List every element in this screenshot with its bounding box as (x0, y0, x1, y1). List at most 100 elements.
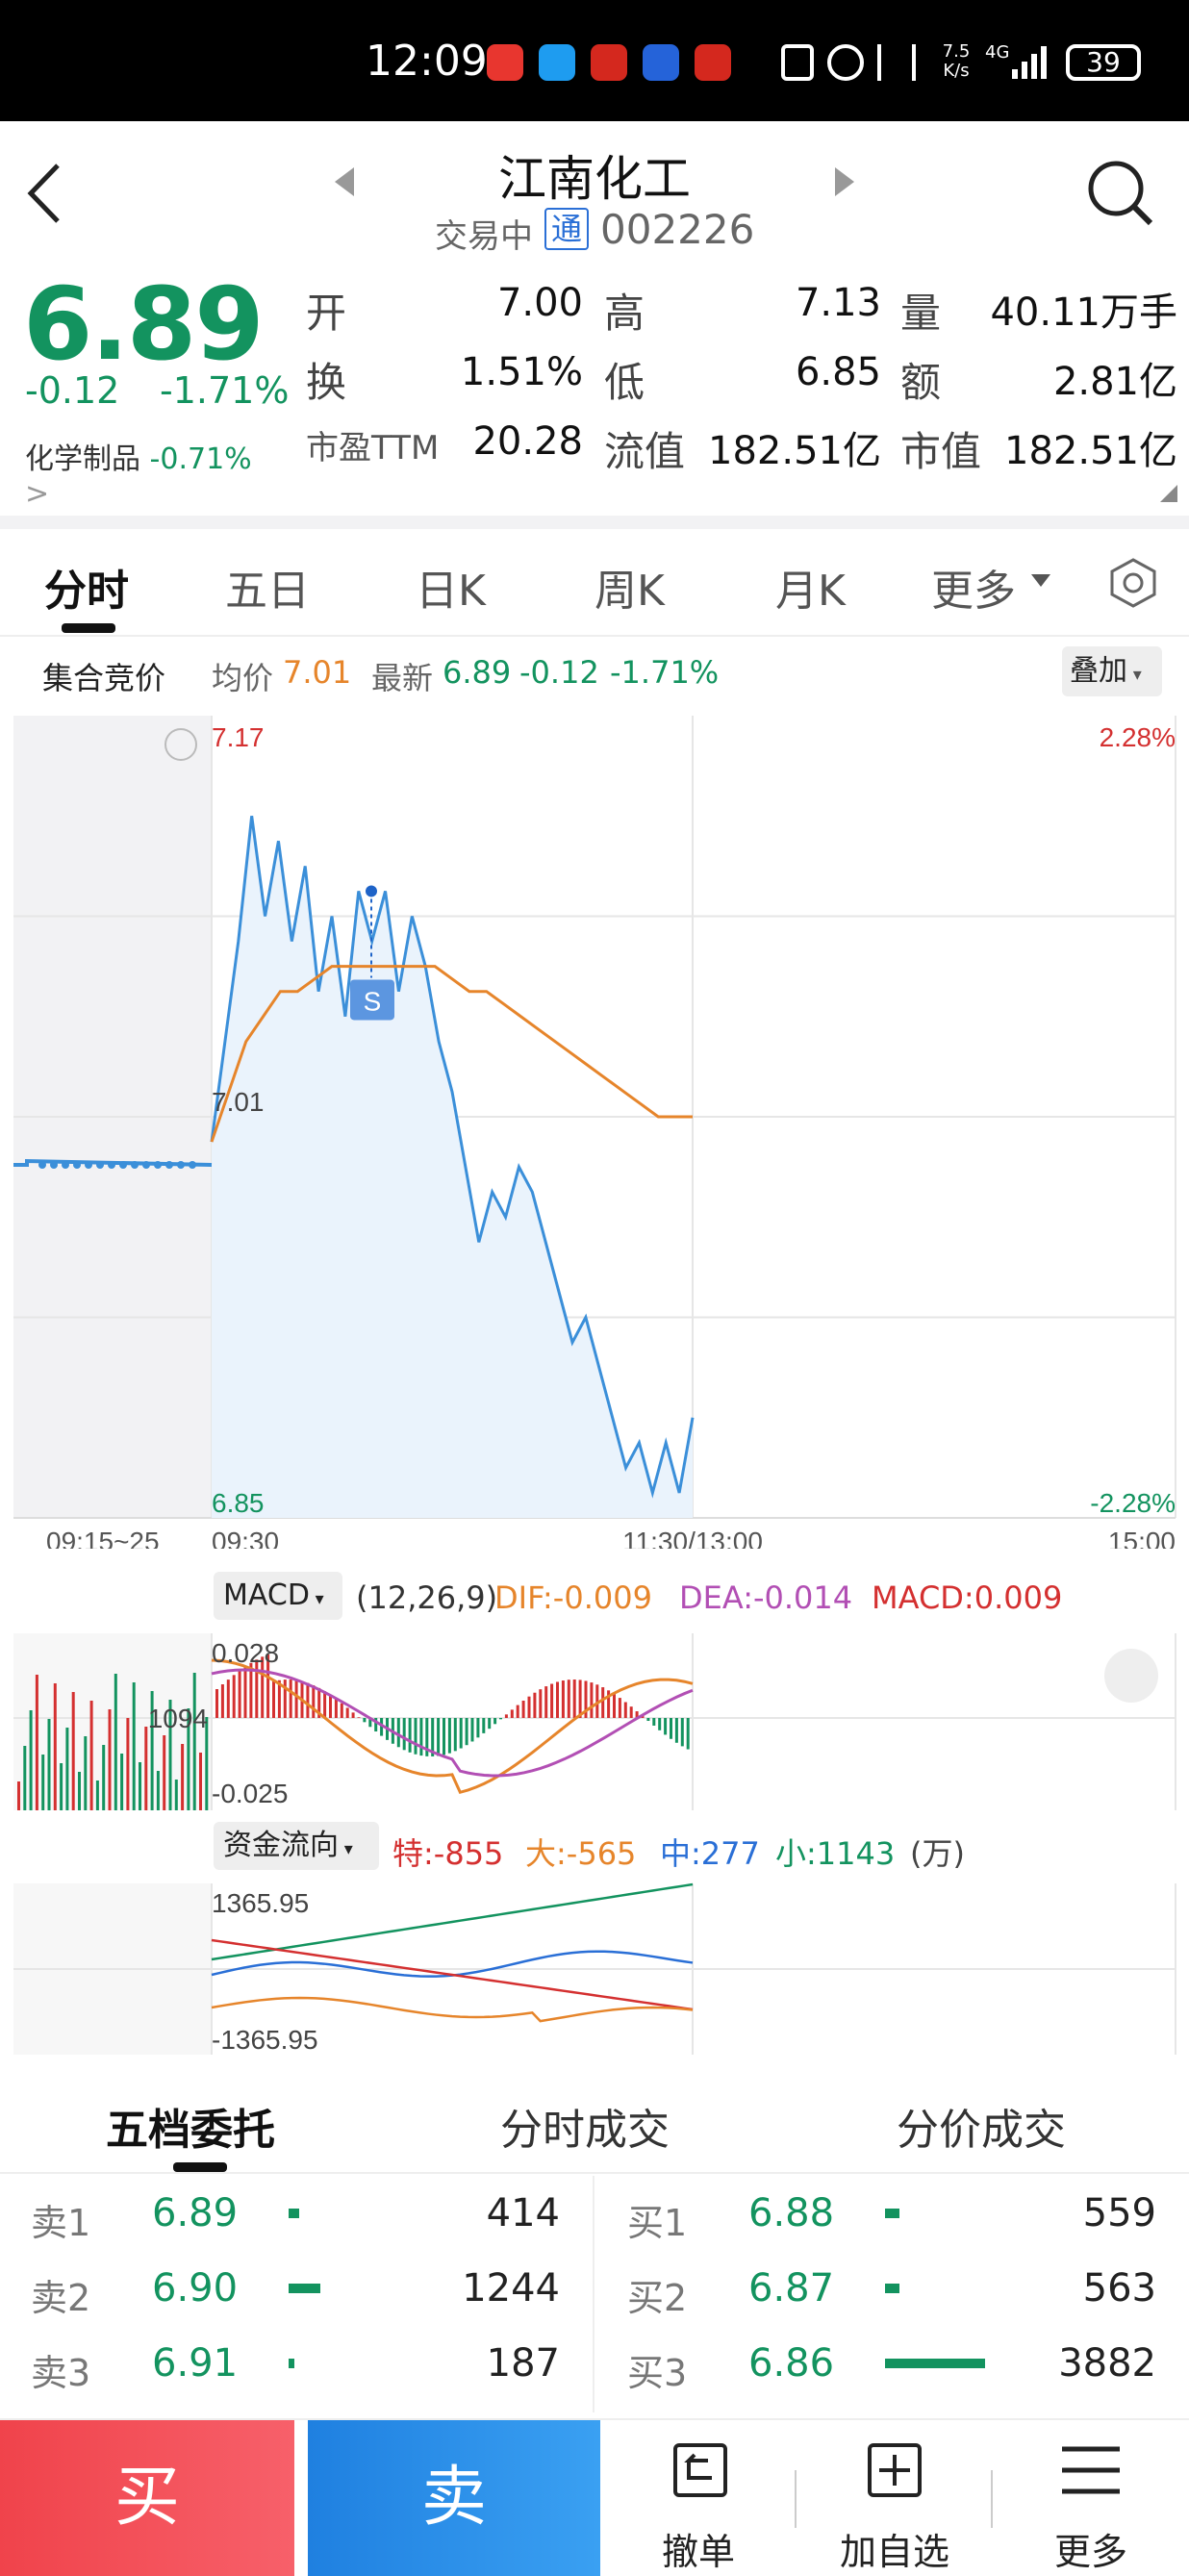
macd-bar (652, 1718, 656, 1726)
turnover-label: 换 (306, 359, 347, 406)
prev-stock-icon[interactable] (333, 165, 356, 198)
tab-five-level[interactable]: 五档委托 (106, 2106, 275, 2155)
buy-row[interactable]: 买3 6.86 3882 (596, 2336, 1174, 2394)
buy-level-label: 买3 (627, 2352, 688, 2394)
auction-volume-bar (205, 1717, 209, 1810)
high-value: 7.13 (795, 281, 881, 325)
special-flow-line (211, 1938, 694, 2011)
amount-value: 2.81亿 (1052, 360, 1177, 404)
auction-point (131, 1161, 139, 1169)
tab-daily-k[interactable]: 日K (416, 567, 486, 616)
active-tab-indicator (62, 623, 115, 633)
auction-volume-bar (156, 1771, 160, 1810)
macd-bar (272, 1681, 275, 1718)
overlay-button[interactable]: 叠加 ▾ (1062, 646, 1162, 696)
macd-selector[interactable]: MACD ▾ (214, 1572, 342, 1620)
buy-volume-bar (885, 2209, 899, 2218)
auction-volume-bar (53, 1683, 57, 1810)
tab-five-day[interactable]: 五日 (225, 567, 310, 616)
latest-price: 6.89 (443, 654, 512, 691)
action-bar: 买 卖 撤单 加自选 更多 (0, 2418, 1189, 2576)
sell-row[interactable]: 卖2 6.90 1244 (0, 2260, 577, 2319)
tab-intraday[interactable]: 分时 (44, 567, 129, 616)
tab-more[interactable]: 更多 (931, 567, 1016, 616)
next-stock-icon[interactable] (833, 165, 856, 198)
auction-line (13, 1158, 213, 1167)
battery-level: 39 (1086, 46, 1121, 78)
auction-volume-bar (23, 1746, 27, 1810)
tab-tick-trades[interactable]: 分时成交 (500, 2106, 670, 2155)
open-label: 开 (306, 290, 347, 337)
buy-row[interactable]: 买1 6.88 559 (596, 2185, 1174, 2244)
y-mid-label: 7.01 (212, 1087, 265, 1117)
auction-point (38, 1161, 46, 1169)
macd-bar (664, 1718, 668, 1735)
macd-bar (476, 1718, 480, 1738)
cancel-order-button[interactable]: 撤单 (602, 2420, 795, 2576)
auction-volume-bar (192, 1673, 196, 1810)
macd-bar (243, 1666, 247, 1718)
sell-volume-bar (289, 2209, 299, 2218)
expand-corner-icon[interactable] (1160, 485, 1177, 502)
moneyflow-chart[interactable]: 1365.95 -1365.95 (0, 1880, 1189, 2058)
tab-weekly-k[interactable]: 周K (594, 567, 665, 616)
volume-label: 1094 (148, 1704, 208, 1733)
macd-bar (646, 1718, 650, 1722)
auction-label: 集合竞价 (42, 660, 166, 696)
auction-volume-bar (108, 1709, 112, 1810)
volume-value: 40.11万手 (990, 290, 1177, 335)
macd-bar (317, 1687, 321, 1718)
auction-volume-bar (144, 1727, 148, 1810)
overlay-label: 叠加 (1070, 654, 1127, 688)
macd-bar (363, 1718, 367, 1723)
trading-status: 交易中 (435, 217, 533, 256)
auction-volume-bar (126, 1718, 130, 1810)
y-max-label: 7.17 (212, 722, 265, 752)
auction-volume-bar (132, 1682, 136, 1810)
auction-volume-bar (17, 1781, 20, 1810)
macd-bar (504, 1714, 508, 1718)
dropdown-arrow-icon: ▾ (339, 1839, 353, 1859)
macd-bar (493, 1718, 497, 1725)
intraday-chart[interactable]: S 7.17 7.01 6.85 2.28% -2.28% 09:15~25 09:30 11:… (0, 712, 1189, 1549)
macd-bar (561, 1680, 565, 1718)
macd-bar (357, 1717, 361, 1718)
battery-icon: 39 (1066, 44, 1141, 81)
auction-volume-bar (35, 1675, 38, 1810)
buy-row[interactable]: 买2 6.87 563 (596, 2260, 1174, 2319)
sell-row[interactable]: 卖1 6.89 414 (0, 2185, 577, 2244)
sector-link[interactable]: 化学制品 -0.71% > (25, 435, 285, 511)
macd-bar (595, 1684, 599, 1718)
y-min-label: 6.85 (212, 1488, 265, 1518)
low-label: 低 (604, 359, 645, 406)
more-button[interactable]: 更多 (995, 2420, 1187, 2576)
sell-button[interactable]: 卖 (308, 2420, 600, 2576)
add-watchlist-button[interactable]: 加自选 (798, 2420, 991, 2576)
moneyflow-selector[interactable]: 资金流向 ▾ (214, 1822, 379, 1870)
sector-name: 化学制品 (25, 442, 140, 476)
tab-price-trades[interactable]: 分价成交 (897, 2106, 1066, 2155)
float-cap-label: 流值 (604, 428, 686, 475)
macd-bar (374, 1718, 378, 1732)
tab-monthly-k[interactable]: 月K (775, 567, 846, 616)
settings-icon[interactable] (1106, 556, 1160, 610)
search-icon[interactable] (1085, 158, 1154, 227)
auction-volume-bar (199, 1753, 202, 1810)
buy-volume: 563 (1082, 2266, 1156, 2311)
x-tick-label: 09:15~25 (46, 1527, 160, 1549)
auction-point (108, 1161, 115, 1169)
buy-price: 6.87 (748, 2266, 835, 2311)
sell-row[interactable]: 卖3 6.91 187 (0, 2336, 577, 2394)
macd-bar (629, 1706, 633, 1718)
sell-volume: 187 (486, 2341, 560, 2386)
sell-price: 6.89 (152, 2191, 239, 2235)
macd-bar (306, 1682, 310, 1718)
buy-level-label: 买2 (627, 2277, 688, 2319)
buy-button[interactable]: 买 (0, 2420, 294, 2576)
sell-volume-bar (289, 2359, 294, 2368)
stock-code: 002226 (600, 206, 755, 253)
macd-bar (572, 1679, 576, 1718)
back-icon[interactable] (21, 160, 69, 227)
macd-chart[interactable]: 0.028 -0.025 1094 (0, 1629, 1189, 1814)
sell-level-label: 卖2 (31, 2277, 91, 2319)
